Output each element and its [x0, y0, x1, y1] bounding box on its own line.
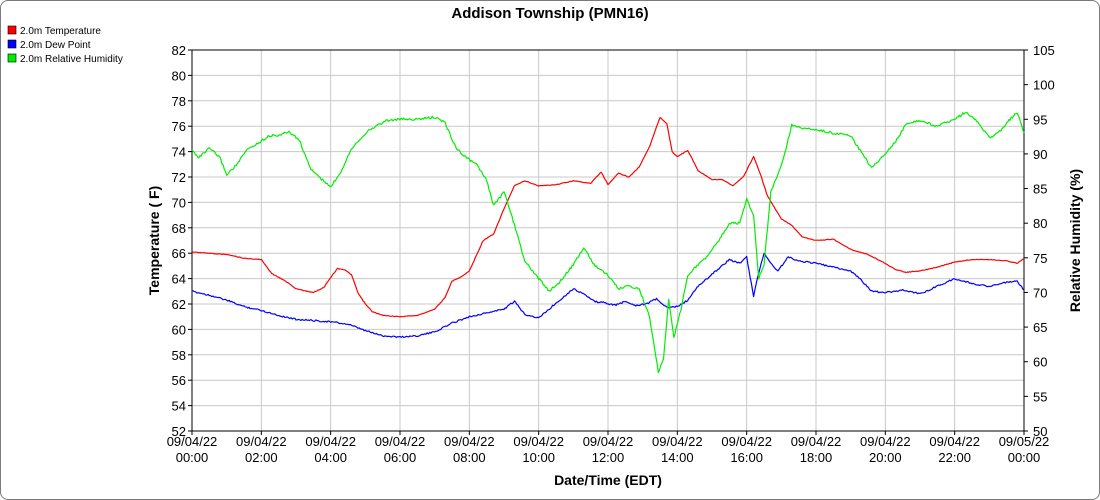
series-lines	[191, 112, 1025, 374]
legend: 2.0m Temperature 2.0m Dew Point 2.0m Relat…	[7, 25, 123, 65]
x-tick-label-time: 02:00	[245, 450, 278, 465]
x-tick-label-date: 09/04/22	[929, 434, 980, 449]
legend-swatch	[7, 39, 17, 49]
y-tick-label: 70	[172, 195, 186, 210]
y2-tick-label: 90	[1033, 147, 1047, 162]
x-tick-label-time: 04:00	[314, 450, 347, 465]
y-axis-left: 52 54 56 58 60 62 64 66 68 70 72 74 76 78 80 82	[172, 43, 192, 439]
y-tick-label: 60	[172, 322, 186, 337]
x-axis-title: Date/Time (EDT)	[554, 472, 662, 488]
legend-label: 2.0m Temperature	[20, 26, 101, 37]
x-tick-label-date: 09/04/22	[375, 434, 426, 449]
x-tick-label-time: 12:00	[592, 450, 625, 465]
y2-tick-label: 85	[1033, 182, 1047, 197]
legend-label: 2.0m Relative Humidity	[20, 54, 123, 65]
x-tick-label-time: 14:00	[661, 450, 694, 465]
y-tick-label: 76	[172, 119, 186, 134]
x-tick-label-date: 09/04/22	[652, 434, 703, 449]
x-tick-label-time: 00:00	[176, 450, 209, 465]
y-tick-label: 58	[172, 348, 186, 363]
x-tick-label-time: 22:00	[938, 450, 971, 465]
y2-tick-label: 75	[1033, 251, 1047, 266]
y-tick-label: 64	[172, 272, 186, 287]
y-tick-label: 78	[172, 94, 186, 109]
x-tick-label-date: 09/04/22	[791, 434, 842, 449]
legend-label: 2.0m Dew Point	[20, 40, 91, 51]
series-line-2-0m-relative-humidity	[191, 112, 1025, 374]
series-line-2-0m-dew-point	[191, 252, 1025, 338]
x-tick-label-time: 00:00	[1008, 450, 1041, 465]
x-tick-label-time: 18:00	[800, 450, 833, 465]
y-tick-label: 74	[172, 145, 186, 160]
x-tick-label-time: 06:00	[384, 450, 417, 465]
y-tick-label: 52	[172, 424, 186, 439]
x-tick-label-date: 09/04/22	[583, 434, 634, 449]
x-tick-label-date: 09/04/22	[721, 434, 772, 449]
x-tick-label-time: 10:00	[522, 450, 555, 465]
y2-tick-label: 65	[1033, 320, 1047, 335]
y2-tick-label: 105	[1033, 43, 1055, 58]
chart-title: Addison Township (PMN16)	[451, 5, 648, 22]
x-tick-label-date: 09/04/22	[444, 434, 495, 449]
x-axis: 09/04/2200:0009/04/2202:0009/04/2204:000…	[167, 431, 1050, 465]
y-tick-label: 72	[172, 170, 186, 185]
y2-tick-label: 60	[1033, 355, 1047, 370]
x-tick-label-date: 09/04/22	[236, 434, 287, 449]
y-tick-label: 68	[172, 221, 186, 236]
x-tick-label-date: 09/04/22	[305, 434, 356, 449]
grid	[191, 49, 1025, 432]
x-tick-label-date: 09/04/22	[167, 434, 218, 449]
y2-tick-label: 70	[1033, 285, 1047, 300]
x-tick-label-date: 09/05/22	[999, 434, 1050, 449]
x-tick-label-time: 16:00	[730, 450, 763, 465]
y2-tick-label: 55	[1033, 389, 1047, 404]
y2-tick-label: 100	[1033, 78, 1055, 93]
y2-axis-title: Relative Humidity (%)	[1067, 169, 1083, 312]
y-tick-label: 62	[172, 297, 186, 312]
y-axis-title: Temperature ( F)	[146, 186, 162, 295]
x-tick-label-time: 20:00	[869, 450, 902, 465]
y-tick-label: 66	[172, 246, 186, 261]
x-tick-label-date: 09/04/22	[860, 434, 911, 449]
x-tick-label-date: 09/04/22	[513, 434, 564, 449]
y2-tick-label: 50	[1033, 424, 1047, 439]
legend-swatch	[7, 53, 17, 63]
y-tick-label: 56	[172, 373, 186, 388]
y-tick-label: 80	[172, 68, 186, 83]
legend-swatch	[7, 25, 17, 35]
y2-tick-label: 95	[1033, 112, 1047, 127]
y2-tick-label: 80	[1033, 216, 1047, 231]
y-axis-right: 50 55 60 65 70 75 80 85 90 95 100 105	[1024, 43, 1055, 439]
y-tick-label: 82	[172, 43, 186, 58]
x-tick-label-time: 08:00	[453, 450, 486, 465]
y-tick-label: 54	[172, 399, 186, 414]
series-line-2-0m-temperature	[191, 116, 1025, 318]
